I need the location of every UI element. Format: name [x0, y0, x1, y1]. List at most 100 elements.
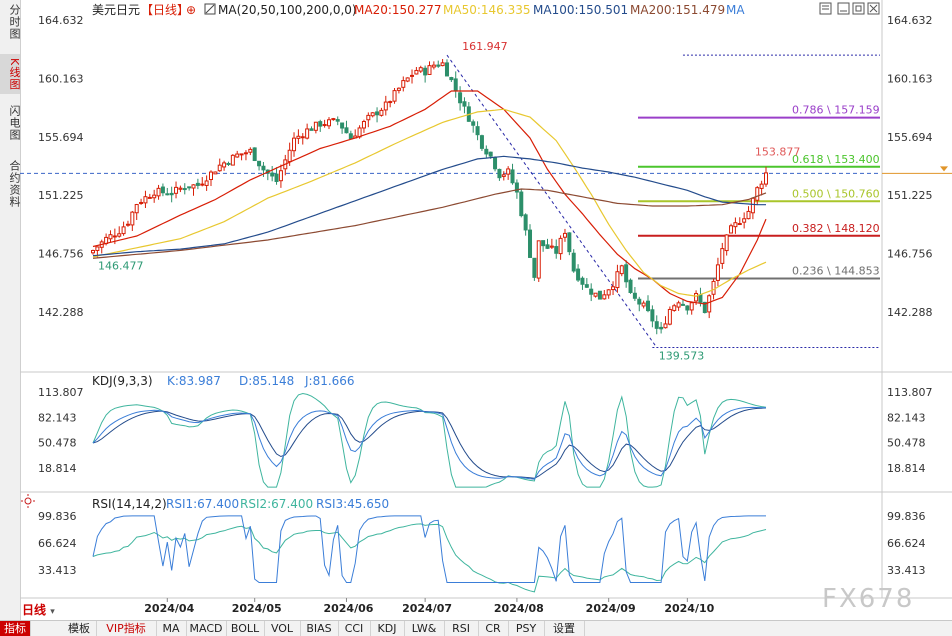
tab-macd[interactable]: MACD	[186, 621, 227, 636]
candle-body	[659, 326, 664, 330]
candle-body	[628, 279, 633, 293]
candle-body	[759, 183, 764, 189]
candle-body	[326, 119, 331, 127]
settings-box-icon[interactable]	[819, 2, 832, 15]
candle-body	[746, 210, 751, 220]
candle-body	[755, 187, 760, 201]
candle-body	[348, 133, 353, 140]
candle-body	[484, 148, 489, 155]
candle-body	[121, 226, 126, 235]
candle-body	[309, 128, 314, 131]
candle-body	[401, 80, 406, 88]
tab-contract-info[interactable]: 合约资料	[8, 160, 21, 208]
crosshair-icon[interactable]: ⊕	[186, 3, 196, 17]
tab-kline[interactable]: K线图	[0, 54, 21, 94]
period-selector[interactable]: 日线 ▾	[22, 602, 90, 619]
candle-body	[597, 290, 602, 300]
rsi-y-tick-right: 66.624	[887, 537, 926, 550]
rsi3-value: RSI3:45.650	[316, 497, 389, 511]
tab-vip[interactable]: VIP指标	[96, 621, 157, 636]
candle-body	[392, 90, 397, 102]
period-selector-label: 日线	[22, 603, 47, 617]
y-tick-left: 146.756	[38, 248, 84, 261]
fib-label: 0.500 \ 150.760	[792, 187, 880, 200]
kdj-y-tick-right: 50.478	[887, 437, 926, 450]
ma200-value: MA200:151.479	[630, 3, 725, 17]
tab-psy[interactable]: PSY	[508, 621, 545, 636]
candle-body	[584, 284, 589, 288]
candle-body	[178, 187, 183, 190]
tab-template[interactable]: 模板	[62, 621, 97, 636]
maximize-icon[interactable]	[852, 2, 865, 15]
candle-body	[169, 192, 174, 196]
candle-body	[300, 136, 305, 139]
tab-bias[interactable]: BIAS	[300, 621, 339, 636]
ma-params: MA(20,50,100,200,0,0)	[218, 3, 357, 17]
y-tick-right: 142.288	[887, 306, 933, 319]
tab-flash[interactable]: 闪电图	[8, 105, 21, 141]
candle-body	[388, 101, 393, 104]
candle-body	[764, 172, 768, 185]
candle-body	[139, 201, 144, 204]
candle-body	[252, 147, 257, 162]
candle-body	[667, 308, 672, 325]
candle-body	[427, 65, 432, 75]
extreme-label: 146.477	[98, 259, 144, 272]
tab-cr[interactable]: CR	[478, 621, 509, 636]
candle-body	[702, 301, 707, 314]
candle-body	[117, 233, 122, 237]
close-icon[interactable]	[867, 2, 880, 15]
candle-body	[611, 286, 616, 291]
rsi-name: RSI(14,14,2)	[92, 497, 167, 511]
candle-body	[549, 245, 554, 248]
extreme-label: 139.573	[659, 349, 705, 362]
candle-body	[528, 229, 533, 258]
minimize-icon[interactable]	[837, 2, 850, 15]
candle-body	[108, 234, 113, 240]
candle-body	[571, 252, 576, 272]
candle-body	[514, 182, 519, 193]
chart-canvas[interactable]: 164.632 164.632 160.163 160.163 155.694 155.6…	[0, 0, 952, 620]
tab-timeshare[interactable]: 分时图	[8, 4, 21, 40]
candle-body	[523, 214, 528, 231]
side-tabs	[0, 0, 21, 620]
candle-body	[322, 124, 327, 127]
tab-ma[interactable]: MA	[156, 621, 187, 636]
fib-label: 0.382 \ 148.120	[792, 222, 880, 235]
candle-body	[576, 268, 581, 281]
kdj-y-tick-left: 113.807	[38, 386, 84, 399]
candle-body	[243, 152, 248, 155]
candle-body	[475, 126, 480, 136]
y-tick-left: 155.694	[38, 131, 84, 144]
kdj-y-tick-left: 82.143	[38, 411, 77, 424]
tab-indicator[interactable]: 指标	[0, 621, 31, 636]
kdj-name: KDJ(9,3,3)	[92, 374, 153, 388]
tab-boll[interactable]: BOLL	[226, 621, 265, 636]
candle-body	[423, 67, 428, 76]
pane-controls	[819, 2, 880, 15]
tab-vol[interactable]: VOL	[264, 621, 301, 636]
watermark: FX678	[822, 584, 915, 614]
sun-icon[interactable]	[21, 494, 35, 508]
candle-body	[305, 128, 310, 139]
tab-kdj[interactable]: KDJ	[370, 621, 405, 636]
tab-rsi[interactable]: RSI	[444, 621, 479, 636]
candle-body	[152, 194, 157, 199]
x-tick-label: 2024/04	[144, 602, 194, 615]
y-tick-right: 151.225	[887, 189, 933, 202]
candle-body	[619, 265, 624, 275]
candle-body	[296, 135, 301, 139]
candle-body	[562, 232, 567, 238]
maximize-stroke	[855, 5, 862, 12]
kdj-y-tick-left: 18.814	[38, 462, 77, 475]
candle-body	[134, 204, 139, 214]
candle-body	[287, 149, 292, 163]
candle-body	[449, 77, 454, 81]
candle-body	[536, 240, 541, 279]
tab-cci[interactable]: CCI	[338, 621, 371, 636]
tab-settings[interactable]: 设置	[544, 621, 585, 636]
tab-lw[interactable]: LW&	[404, 621, 445, 636]
candle-body	[410, 74, 415, 77]
indicator-settings-icon[interactable]	[204, 3, 216, 15]
candle-body	[200, 183, 205, 186]
